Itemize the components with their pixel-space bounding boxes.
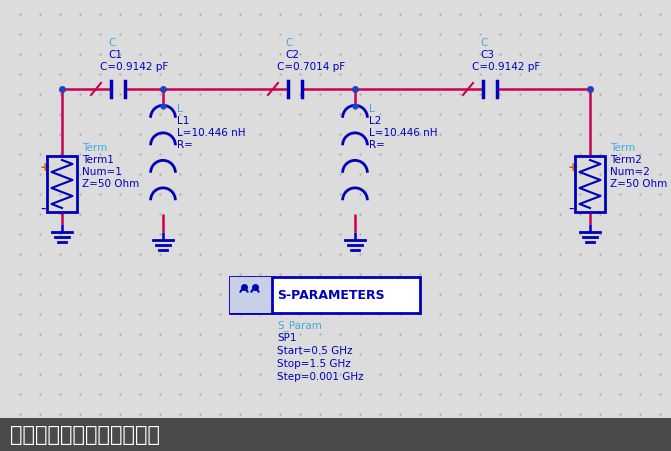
Text: C: C xyxy=(108,38,115,48)
Text: 插入损耗法设计高通滤波器: 插入损耗法设计高通滤波器 xyxy=(10,424,160,445)
Bar xyxy=(230,277,272,313)
Text: S_Param: S_Param xyxy=(277,319,322,330)
Text: Term: Term xyxy=(610,143,635,152)
Text: Term: Term xyxy=(82,143,107,152)
Bar xyxy=(0,418,671,451)
Text: C=0.9142 pF: C=0.9142 pF xyxy=(100,62,168,72)
Text: L=10.446 nH: L=10.446 nH xyxy=(177,128,246,138)
Text: +: + xyxy=(40,161,50,174)
Text: Term1: Term1 xyxy=(82,155,114,165)
Text: C=0.7014 pF: C=0.7014 pF xyxy=(277,62,345,72)
Text: L: L xyxy=(369,104,374,114)
Text: C: C xyxy=(480,38,487,48)
Text: Term2: Term2 xyxy=(610,155,642,165)
Text: SP1: SP1 xyxy=(277,332,297,342)
Text: +: + xyxy=(568,161,578,174)
Bar xyxy=(575,156,605,212)
Text: C3: C3 xyxy=(480,50,494,60)
Text: C2: C2 xyxy=(285,50,299,60)
Text: C1: C1 xyxy=(108,50,122,60)
Text: Num=2: Num=2 xyxy=(610,166,650,177)
Text: Z=50 Ohm: Z=50 Ohm xyxy=(610,179,667,189)
Text: C: C xyxy=(285,38,293,48)
Text: Step=0.001 GHz: Step=0.001 GHz xyxy=(277,371,364,381)
Text: -: - xyxy=(40,201,46,216)
Text: L2: L2 xyxy=(369,116,381,126)
Bar xyxy=(47,156,77,212)
Text: -: - xyxy=(568,201,574,216)
Text: Stop=1.5 GHz: Stop=1.5 GHz xyxy=(277,358,351,368)
Text: C=0.9142 pF: C=0.9142 pF xyxy=(472,62,540,72)
Text: L: L xyxy=(177,104,183,114)
Text: L=10.446 nH: L=10.446 nH xyxy=(369,128,437,138)
Text: R=: R= xyxy=(369,140,385,150)
Text: R=: R= xyxy=(177,140,193,150)
Text: Num=1: Num=1 xyxy=(82,166,122,177)
Text: S-PARAMETERS: S-PARAMETERS xyxy=(277,289,384,302)
Text: Z=50 Ohm: Z=50 Ohm xyxy=(82,179,140,189)
Bar xyxy=(230,277,420,313)
Text: L1: L1 xyxy=(177,116,189,126)
Text: Start=0.5 GHz: Start=0.5 GHz xyxy=(277,345,352,355)
